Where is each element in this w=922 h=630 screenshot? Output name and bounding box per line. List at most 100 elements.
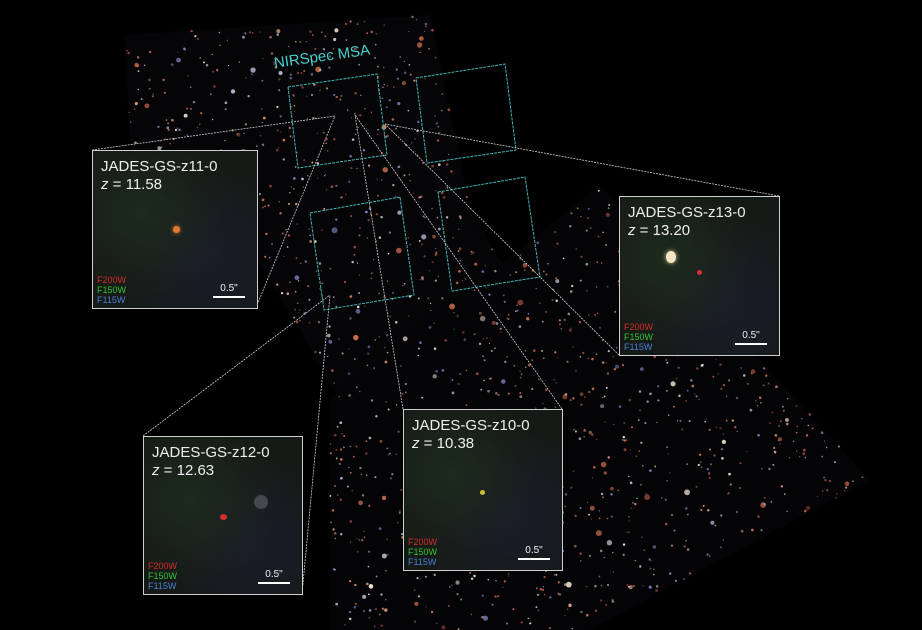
galaxy-dot [536, 241, 540, 245]
galaxy-dot [171, 118, 174, 122]
galaxy-dot [365, 582, 369, 586]
galaxy-dot [631, 501, 635, 505]
galaxy-dot [401, 81, 406, 86]
galaxy-dot [292, 177, 296, 180]
galaxy-dot [691, 384, 695, 388]
galaxy-dot [317, 321, 320, 324]
galaxy-dot [400, 488, 403, 492]
galaxy-dot [648, 558, 651, 561]
galaxy-dot [475, 372, 479, 376]
galaxy-dot [438, 163, 441, 167]
galaxy-dot [488, 342, 491, 344]
galaxy-dot [787, 398, 789, 400]
galaxy-dot [424, 25, 427, 28]
galaxy-dot [628, 398, 632, 402]
galaxy-dot [190, 108, 193, 110]
galaxy-dot [441, 625, 446, 630]
galaxy-dot [316, 132, 319, 135]
galaxy-dot [162, 78, 165, 82]
galaxy-dot [560, 327, 563, 330]
redshift: z = 10.38 [412, 435, 475, 452]
filter-legend: F200W F150W F115W [97, 275, 127, 305]
galaxy-dot [520, 373, 523, 376]
galaxy-dot [295, 40, 297, 43]
galaxy-dot [607, 584, 609, 586]
galaxy-dot [506, 622, 508, 625]
galaxy-dot [763, 367, 766, 370]
galaxy-dot [192, 100, 196, 104]
galaxy-dot [459, 217, 462, 220]
galaxy-dot [644, 422, 647, 425]
galaxy-dot [386, 134, 390, 138]
galaxy-dot [626, 531, 628, 534]
galaxy-dot [365, 452, 368, 455]
galaxy-dot [125, 49, 128, 52]
galaxy-dot [606, 285, 609, 288]
galaxy-dot [261, 143, 265, 146]
galaxy-dot [399, 56, 402, 59]
galaxy-dot [361, 494, 365, 497]
galaxy-dot [717, 373, 719, 375]
galaxy-dot [300, 72, 303, 74]
galaxy-dot [397, 430, 400, 433]
galaxy-dot [445, 216, 449, 219]
galaxy-dot [706, 553, 709, 556]
galaxy-dot [349, 154, 352, 158]
galaxy-dot [623, 439, 626, 442]
galaxy-dot [435, 83, 437, 85]
galaxy-dot [585, 262, 589, 266]
galaxy-dot [755, 400, 757, 402]
galaxy-dot [296, 71, 300, 75]
galaxy-dot [435, 622, 438, 625]
foreground-galaxy [666, 251, 676, 263]
galaxy-dot [626, 584, 629, 586]
galaxy-dot [640, 441, 643, 444]
galaxy-dot [595, 353, 598, 355]
galaxy-dot [343, 434, 346, 438]
galaxy-dot [178, 128, 181, 132]
galaxy-dot [276, 129, 280, 132]
galaxy-dot [227, 64, 230, 67]
galaxy-dot [370, 277, 372, 280]
galaxy-dot [638, 419, 640, 421]
galaxy-dot [706, 467, 710, 471]
galaxy-dot [648, 585, 652, 589]
galaxy-dot [318, 262, 322, 265]
galaxy-dot [429, 302, 432, 305]
galaxy-dot [605, 604, 608, 606]
galaxy-dot [308, 228, 311, 231]
galaxy-dot [649, 469, 652, 472]
galaxy-dot [566, 608, 569, 611]
galaxy-dot [750, 528, 754, 532]
galaxy-dot [278, 147, 280, 149]
galaxy-dot [364, 210, 368, 214]
galaxy-dot [588, 554, 591, 557]
galaxy-dot [424, 575, 428, 578]
galaxy-dot [387, 252, 390, 255]
galaxy-dot [727, 492, 729, 495]
galaxy-dot [354, 91, 357, 95]
galaxy-dot [224, 101, 228, 105]
inset-z13: JADES-GS-z13-0 z = 13.20 F200W F150W F115W… [619, 196, 780, 356]
galaxy-dot [332, 528, 335, 531]
galaxy-dot [826, 489, 829, 492]
galaxy-dot [611, 600, 615, 603]
galaxy-dot [366, 364, 369, 367]
galaxy-dot [606, 517, 609, 520]
galaxy-dot [303, 311, 307, 315]
galaxy-dot [323, 175, 326, 177]
galaxy-dot [380, 624, 384, 628]
galaxy-dot [600, 404, 605, 409]
galaxy-dot [569, 398, 572, 402]
galaxy-dot [333, 93, 336, 96]
galaxy-dot [269, 35, 272, 39]
galaxy-dot [432, 234, 436, 239]
galaxy-dot [600, 492, 604, 496]
galaxy-dot [349, 20, 352, 23]
galaxy-dot [457, 383, 460, 385]
galaxy-dot [331, 227, 338, 234]
galaxy-dot [301, 177, 304, 181]
galaxy-dot [823, 476, 825, 479]
galaxy-dot [700, 466, 703, 468]
galaxy-dot [330, 521, 332, 524]
